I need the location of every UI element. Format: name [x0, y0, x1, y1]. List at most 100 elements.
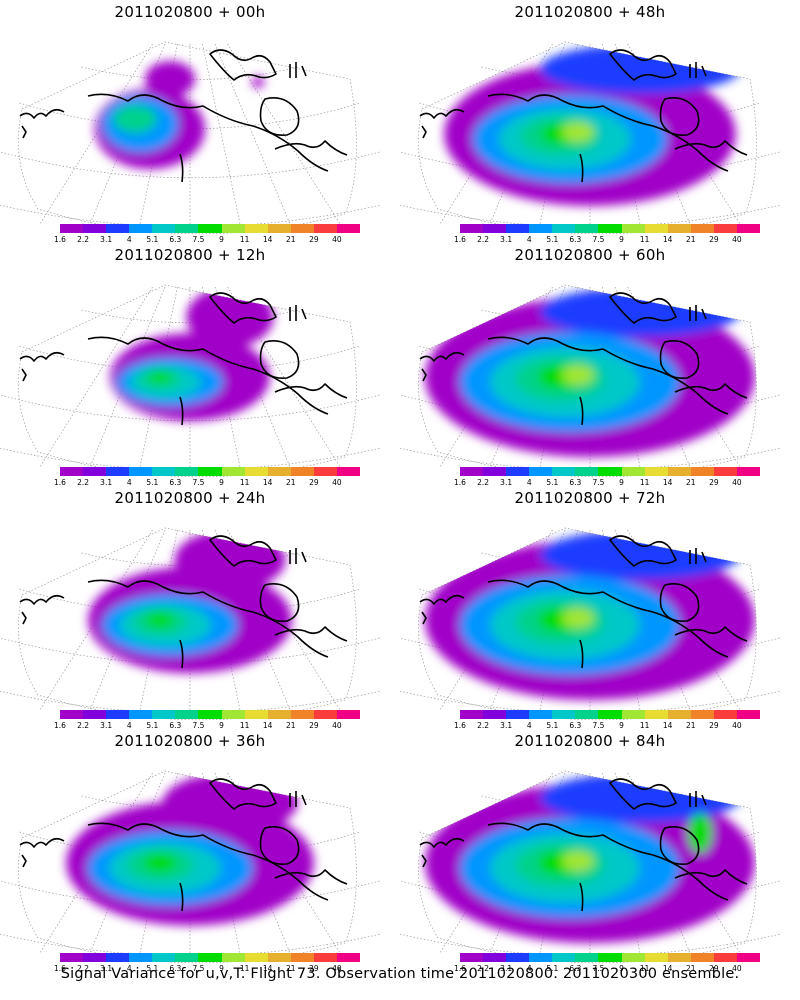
colorbar-tick-label: 14: [262, 964, 273, 973]
panel-title: 2011020800 + 00h: [114, 3, 266, 21]
colorbar-tick-label: 2.2: [477, 478, 490, 487]
colorbar-swatch: [713, 953, 737, 962]
colorbar-tick-label: 14: [262, 478, 273, 487]
colorbar-swatch: [290, 467, 314, 476]
colorbar-swatch: [460, 224, 484, 233]
variance-contour: [113, 105, 157, 133]
colorbar-tick-label: 9: [219, 964, 224, 973]
colorbar-tick-label: 4: [126, 721, 132, 730]
colorbar-tick-label: 9: [619, 964, 624, 973]
colorbar-swatch: [529, 710, 553, 719]
variance-field: [425, 773, 755, 943]
colorbar-tick-label: 6.3: [569, 478, 582, 487]
colorbar-tick-label: 3.1: [100, 478, 113, 487]
colorbar-tick-label: 5.1: [146, 964, 159, 973]
colorbar-tick-label: 4: [526, 478, 532, 487]
variance-field: [425, 530, 755, 700]
colorbar-swatch: [506, 953, 530, 962]
colorbar-swatch: [690, 467, 714, 476]
colorbar-swatch: [221, 224, 245, 233]
colorbar-swatch: [267, 953, 291, 962]
variance-contour: [562, 608, 594, 628]
colorbar-swatch: [336, 953, 361, 962]
colorbar-tick-label: 29: [309, 721, 319, 730]
colorbar-swatch: [244, 710, 268, 719]
variance-contour: [562, 122, 594, 142]
colorbar-swatch: [198, 953, 222, 962]
colorbar-tick-label: 11: [239, 964, 250, 973]
colorbar-ticks: 1.6 2.2 3.1 4 5.1 6.3 7.5 9 11 14 21 29 40: [54, 235, 360, 245]
colorbar-swatch: [106, 710, 130, 719]
colorbar-swatch: [460, 710, 484, 719]
colorbar-tick-label: 2.2: [77, 235, 90, 244]
colorbar-tick-label: 3.1: [100, 721, 113, 730]
colorbar-tick-label: 4: [526, 964, 532, 973]
colorbar-swatch: [60, 953, 84, 962]
colorbar-swatch: [506, 467, 530, 476]
colorbar-ticks: 1.6 2.2 3.1 4 5.1 6.3 7.5 9 11 14 21 29 40: [54, 964, 360, 974]
colorbar-swatch: [690, 224, 714, 233]
colorbar-tick-label: 1.6: [54, 964, 66, 973]
variance-contour: [540, 530, 740, 580]
colorbar-ticks: 1.6 2.2 3.1 4 5.1 6.3 7.5 9 11 14 21 29 40: [54, 478, 360, 488]
polar-map: [0, 41, 380, 235]
colorbar-tick-label: 9: [219, 235, 224, 244]
variance-contour: [145, 61, 195, 97]
colorbar-swatch: [267, 467, 291, 476]
colorbar-tick-label: 4: [526, 721, 532, 730]
colorbar-swatch: [175, 953, 199, 962]
colorbar-tick-label: 11: [239, 478, 250, 487]
colorbar-tick-label: 29: [709, 235, 719, 244]
colorbar-swatch: [175, 467, 199, 476]
colorbar-swatch: [313, 224, 337, 233]
variance-field: [110, 287, 274, 421]
colorbar-swatch: [244, 953, 268, 962]
colorbar-tick-label: 21: [685, 478, 696, 487]
colorbar-swatch: [129, 467, 153, 476]
colorbar-swatch: [152, 467, 176, 476]
colorbar-tick-label: 7.5: [192, 721, 205, 730]
colorbar: [60, 224, 361, 233]
colorbar-swatch: [152, 224, 176, 233]
colorbar-tick-label: 29: [309, 235, 319, 244]
polar-map: [400, 770, 780, 964]
colorbar-swatch: [106, 224, 130, 233]
coastline: [19, 292, 348, 426]
colorbar-swatch: [713, 224, 737, 233]
colorbar-swatch: [83, 710, 107, 719]
colorbar-swatch: [336, 710, 361, 719]
forecast-panel: 2011020800 + 72h 1.6 2.2 3.1 4 5.1 6.3 7.5 9 11 14…: [400, 486, 780, 730]
colorbar-swatch: [644, 953, 668, 962]
colorbar-tick-label: 40: [332, 235, 342, 244]
colorbar-ticks: 1.6 2.2 3.1 4 5.1 6.3 7.5 9 11 14 21 29 40: [454, 721, 760, 731]
colorbar-swatch: [690, 953, 714, 962]
colorbar: [460, 953, 761, 962]
colorbar-tick-label: 4: [126, 478, 132, 487]
colorbar-ticks: 1.6 2.2 3.1 4 5.1 6.3 7.5 9 11 14 21 29 40: [454, 235, 760, 245]
colorbar-tick-label: 7.5: [192, 964, 205, 973]
colorbar: [460, 710, 761, 719]
colorbar-swatch: [529, 224, 553, 233]
colorbar-tick-label: 3.1: [100, 235, 113, 244]
colorbar-tick-label: 5.1: [546, 478, 559, 487]
colorbar-tick-label: 6.3: [169, 478, 182, 487]
colorbar-tick-label: 11: [639, 721, 650, 730]
colorbar-tick-label: 29: [309, 478, 319, 487]
colorbar-tick-label: 4: [526, 235, 532, 244]
polar-map: [0, 770, 380, 964]
variance-contour: [146, 612, 174, 628]
colorbar-swatch: [267, 224, 291, 233]
colorbar-tick-label: 3.1: [500, 235, 513, 244]
colorbar-swatch: [152, 953, 176, 962]
panel-title: 2011020800 + 60h: [514, 246, 666, 264]
forecast-panel: 2011020800 + 12h 1.6 2.2 3.1 4 5.1 6.3 7.5 9 11 14…: [0, 243, 380, 487]
colorbar-swatch: [152, 710, 176, 719]
colorbar-tick-label: 5.1: [146, 478, 159, 487]
colorbar-swatch: [552, 467, 576, 476]
colorbar-swatch: [667, 953, 691, 962]
colorbar-tick-label: 11: [639, 964, 650, 973]
colorbar-tick-label: 11: [239, 721, 250, 730]
colorbar-tick-label: 7.5: [192, 235, 205, 244]
coastline: [419, 535, 748, 669]
colorbar-swatch: [244, 224, 268, 233]
